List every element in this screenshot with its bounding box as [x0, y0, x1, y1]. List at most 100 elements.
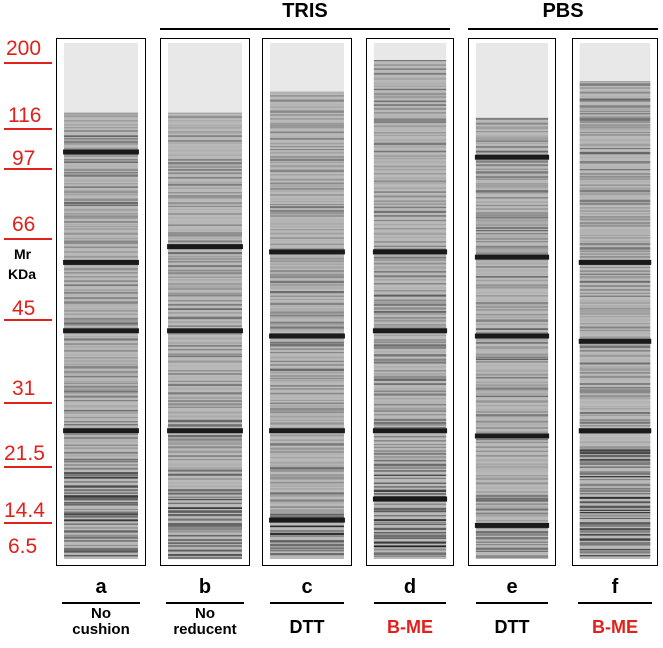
lane-condition-c: DTT — [289, 617, 325, 637]
gel-lane-a — [56, 38, 146, 566]
gel-band — [579, 522, 651, 525]
gel-band — [579, 237, 651, 239]
gel-band — [579, 292, 651, 294]
gel-band — [168, 272, 242, 275]
gel-band — [64, 554, 138, 557]
gel-band — [373, 482, 447, 484]
gel-band — [168, 115, 242, 119]
gel-band — [270, 104, 344, 106]
gel-band — [579, 213, 651, 215]
gel-band — [168, 419, 242, 423]
gel-band — [579, 496, 651, 499]
gel-band — [373, 160, 447, 164]
gel-band — [373, 115, 447, 118]
gel-band — [373, 470, 447, 472]
gel-band — [270, 155, 344, 159]
gel-band — [168, 187, 242, 189]
gel-band — [168, 286, 242, 289]
gel-band — [168, 502, 242, 505]
gel-band — [64, 301, 138, 304]
gel-band — [475, 319, 549, 322]
gel-band — [475, 131, 549, 133]
gel-band — [270, 255, 344, 258]
gel-band — [475, 389, 549, 392]
gel-band — [168, 434, 242, 438]
gel-band — [475, 248, 549, 250]
lane-letter-a: a — [95, 576, 107, 598]
gel-band — [168, 380, 242, 383]
gel-band — [475, 150, 549, 153]
gel-band — [64, 356, 138, 359]
gel-band — [64, 513, 138, 516]
gel-band — [270, 464, 344, 467]
gel-band — [373, 421, 447, 424]
gel-band — [64, 523, 138, 525]
gel-band — [475, 197, 549, 199]
gel-band — [168, 232, 242, 234]
gel-band — [270, 270, 344, 273]
gel-band — [373, 173, 447, 175]
gel-band — [579, 422, 651, 424]
gel-band — [579, 192, 651, 196]
gel-band — [64, 232, 138, 235]
gel-band — [168, 260, 242, 263]
gel-band — [64, 297, 138, 300]
gel-band — [475, 252, 549, 255]
gel-band — [373, 262, 447, 265]
gel-band — [579, 490, 651, 492]
gel-band — [270, 190, 344, 192]
gel-band — [579, 424, 651, 427]
gel-band — [270, 360, 344, 363]
gel-band — [64, 481, 138, 483]
gel-band — [475, 395, 549, 398]
gel-band — [579, 492, 651, 495]
gel-band — [168, 292, 242, 296]
gel-band — [64, 284, 138, 287]
gel-lane-f-image — [578, 42, 652, 560]
gel-strong-band — [167, 328, 243, 334]
gel-band — [579, 216, 651, 218]
gel-band — [373, 195, 447, 198]
gel-band — [270, 529, 344, 533]
gel-band — [475, 287, 549, 289]
gel-lane-b-image — [167, 42, 243, 560]
gel-band — [373, 524, 447, 526]
gel-band — [475, 454, 549, 457]
gel-band — [475, 192, 549, 195]
gel-band — [579, 307, 651, 310]
gel-band — [64, 204, 138, 206]
gel-band — [579, 452, 651, 455]
gel-band — [475, 338, 549, 341]
gel-band — [270, 187, 344, 190]
lane-underline-b — [166, 602, 244, 604]
gel-band — [64, 135, 138, 138]
gel-band — [168, 195, 242, 198]
lane-condition-a: No cushion — [50, 606, 152, 638]
gel-band — [475, 376, 549, 379]
gel-band — [373, 427, 447, 429]
marker-label-31: 31 — [12, 377, 36, 400]
gel-band — [475, 499, 549, 502]
gel-band — [270, 142, 344, 145]
group-line-pbs — [468, 28, 658, 30]
gel-band — [64, 508, 138, 510]
gel-band — [270, 135, 344, 138]
lane-letter-b: b — [198, 576, 212, 598]
gel-band — [64, 474, 138, 477]
gel-band — [270, 467, 344, 470]
gel-band — [168, 158, 242, 161]
gel-band — [168, 224, 242, 227]
gel-band — [270, 419, 344, 421]
gel-band — [579, 479, 651, 481]
gel-band — [64, 544, 138, 546]
gel-band — [64, 324, 138, 326]
gel-strong-band — [167, 428, 243, 434]
gel-band — [270, 122, 344, 125]
gel-band — [168, 370, 242, 372]
gel-band — [475, 497, 549, 500]
gel-band — [373, 326, 447, 329]
gel-band — [168, 403, 242, 406]
gel-band — [64, 307, 138, 310]
gel-band — [270, 159, 344, 162]
gel-band — [373, 521, 447, 524]
